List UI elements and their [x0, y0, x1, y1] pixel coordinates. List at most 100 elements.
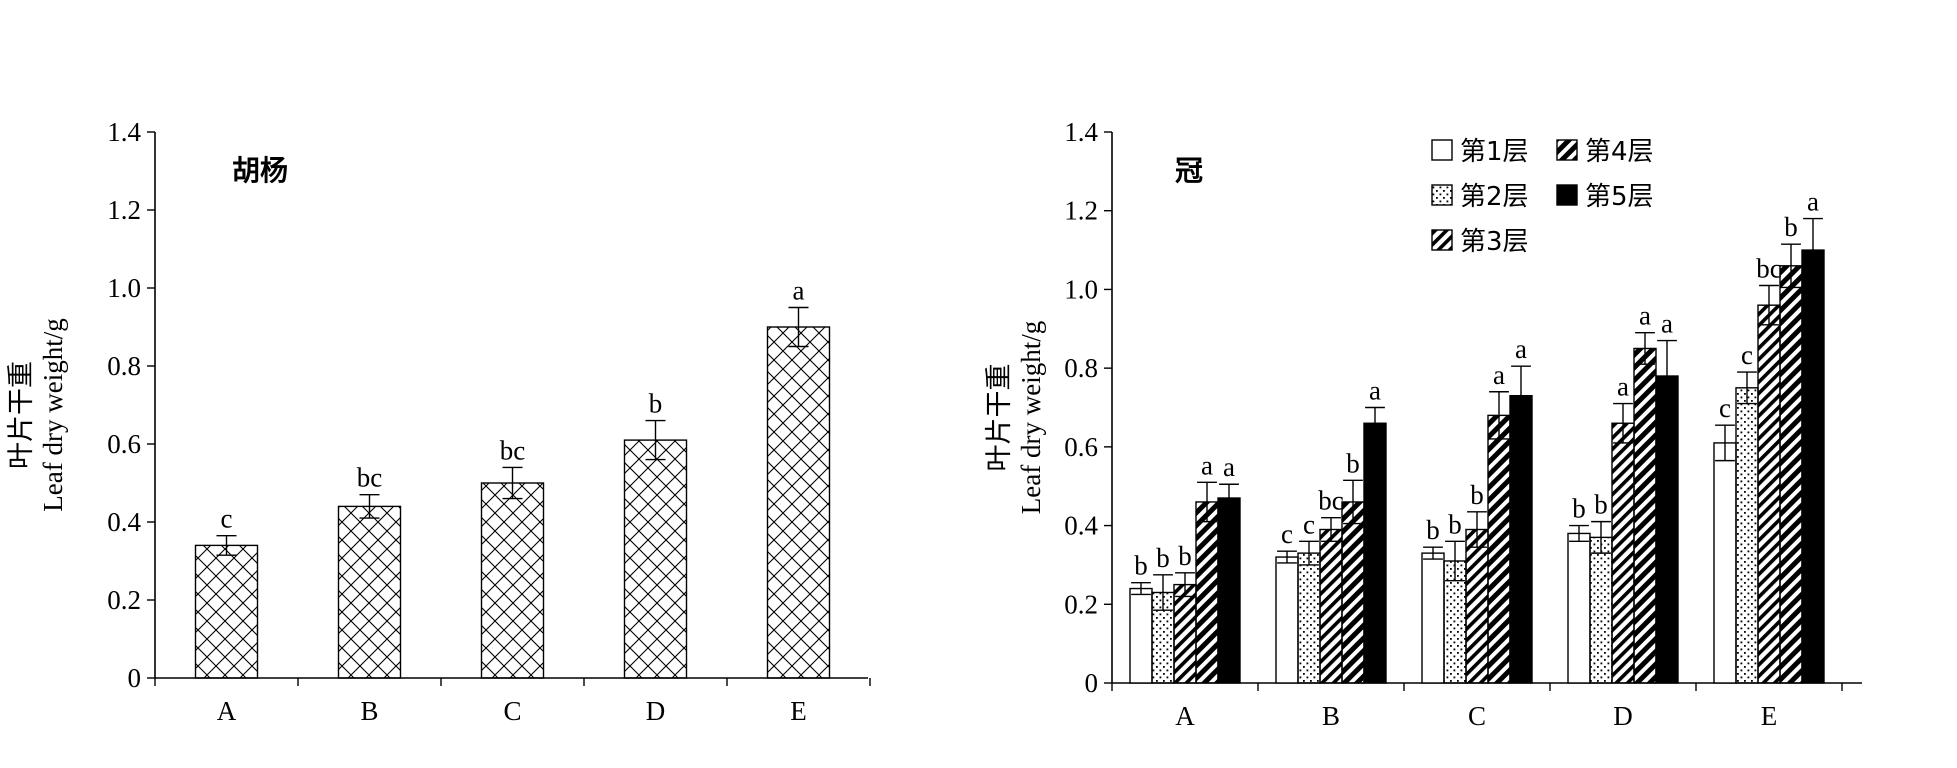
y-axis-label-zh: 叶片干重	[984, 364, 1014, 472]
bar	[1341, 501, 1365, 684]
bar	[1567, 532, 1591, 684]
y-tick-label: 0.4	[1064, 511, 1098, 541]
panel-title: 胡杨	[232, 154, 288, 187]
bar	[1363, 422, 1387, 684]
panel-title: 冠	[1175, 154, 1203, 187]
bar	[1735, 387, 1759, 684]
bar	[1611, 422, 1635, 684]
significance-label: b	[1426, 515, 1440, 545]
y-tick-label: 1.0	[1064, 274, 1098, 304]
y-tick-label: 0.6	[107, 429, 141, 459]
legend-label: 第1层	[1460, 137, 1529, 167]
significance-label: c	[1741, 340, 1753, 370]
y-tick-label: 0.2	[107, 585, 141, 615]
x-tick-label: C	[503, 696, 521, 726]
bar	[1509, 394, 1533, 684]
significance-label: bc	[1318, 486, 1344, 516]
bar	[1757, 304, 1781, 684]
legend-label: 第4层	[1585, 137, 1654, 167]
legend-item: 第1层	[1431, 137, 1529, 167]
bar	[1129, 587, 1153, 684]
x-tick-label: B	[360, 696, 378, 726]
significance-label: b	[1448, 509, 1462, 539]
x-tick-label: B	[1322, 701, 1340, 731]
bar	[1319, 528, 1343, 684]
legend-item: 第5层	[1556, 182, 1654, 212]
bar	[480, 482, 545, 679]
bar	[1655, 375, 1679, 684]
significance-label: b	[1178, 541, 1192, 571]
significance-label: a	[1617, 372, 1629, 402]
y-tick-label: 0.2	[1064, 589, 1098, 619]
bar	[1217, 497, 1241, 684]
bar	[623, 439, 688, 679]
bar	[1589, 536, 1613, 684]
x-tick-label: D	[646, 696, 666, 726]
y-tick-label: 0.8	[1064, 353, 1098, 383]
bar	[194, 544, 259, 679]
bar	[1173, 583, 1197, 684]
legend-item: 第3层	[1431, 227, 1529, 257]
significance-label: a	[1201, 450, 1213, 480]
y-axis-label-en: Leaf dry weight/g	[38, 318, 68, 511]
significance-label: c	[221, 504, 233, 534]
bar	[1465, 528, 1489, 684]
bar	[1633, 347, 1657, 684]
significance-label: b	[649, 389, 663, 419]
significance-label: a	[1223, 452, 1235, 482]
significance-label: a	[1369, 376, 1381, 406]
bar	[1297, 552, 1321, 684]
y-tick-label: 0	[1085, 668, 1099, 698]
bar	[1275, 556, 1299, 684]
y-tick-label: 1.2	[1064, 196, 1098, 226]
significance-label: a	[1493, 360, 1505, 390]
y-tick-label: 1.0	[107, 273, 141, 303]
significance-label: b	[1470, 480, 1484, 510]
chart-panel-2: 0 0.2 0.4 0.6 0.8 1.0 1.2 1.4 A B C D E 叶片干重 Leaf dry …	[984, 117, 1862, 731]
significance-label: b	[1572, 494, 1586, 524]
significance-label: b	[1134, 551, 1148, 581]
legend-swatch	[1431, 139, 1453, 161]
significance-label: a	[793, 276, 805, 306]
y-tick-label: 0	[128, 663, 142, 693]
x-tick-label: A	[217, 696, 237, 726]
significance-label: c	[1719, 393, 1731, 423]
y-axis-label-zh: 叶片干重	[6, 361, 36, 469]
significance-label: a	[1515, 334, 1527, 364]
x-tick-label: D	[1613, 701, 1633, 731]
x-tick-label: A	[1175, 701, 1195, 731]
y-axis-label-en: Leaf dry weight/g	[1016, 321, 1046, 514]
bar	[1421, 552, 1445, 684]
significance-label: bc	[357, 463, 383, 493]
significance-label: b	[1784, 212, 1798, 242]
significance-label: b	[1156, 543, 1170, 573]
legend-swatch	[1556, 139, 1578, 161]
bar	[1195, 501, 1219, 684]
y-tick-label: 0.6	[1064, 432, 1098, 462]
legend-label: 第5层	[1585, 182, 1654, 212]
significance-label: bc	[500, 435, 526, 465]
legend-item: 第2层	[1431, 182, 1529, 212]
y-tick-label: 1.4	[1064, 117, 1098, 147]
bar	[1713, 442, 1737, 684]
bar	[1779, 265, 1803, 684]
bar	[766, 326, 831, 679]
legend-label: 第2层	[1460, 182, 1529, 212]
legend-item: 第4层	[1556, 137, 1654, 167]
legend-swatch	[1431, 184, 1453, 206]
significance-label: bc	[1756, 253, 1782, 283]
bar	[1487, 414, 1511, 684]
significance-label: a	[1639, 301, 1651, 331]
y-tick-label: 0.8	[107, 351, 141, 381]
bar	[337, 505, 402, 679]
chart-panel-1: 0 0.2 0.4 0.6 0.8 1.0 1.2 1.4 A B C D E 叶片干重 Leaf dry …	[6, 117, 871, 726]
legend-swatch	[1556, 184, 1578, 206]
x-tick-label: C	[1468, 701, 1486, 731]
significance-label: b	[1594, 490, 1608, 520]
y-tick-label: 0.4	[107, 507, 141, 537]
significance-label: c	[1281, 519, 1293, 549]
significance-label: a	[1661, 309, 1673, 339]
x-tick-label: E	[790, 696, 807, 726]
